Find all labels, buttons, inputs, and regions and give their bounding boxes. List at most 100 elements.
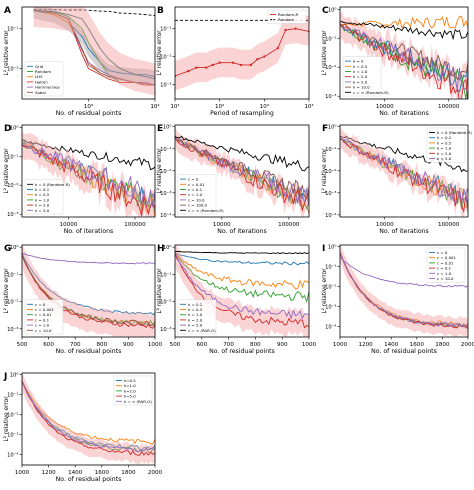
y-tick-label: 10⁻²	[7, 183, 18, 189]
x-axis-label: No. of iterations	[217, 228, 267, 235]
series-band	[33, 7, 155, 96]
legend-label: c = 0.1	[188, 187, 203, 192]
series-line	[340, 137, 468, 213]
axes-frame	[339, 244, 469, 338]
legend-label: c = 0.01	[437, 260, 454, 265]
x-tick-label: 10000	[60, 222, 78, 228]
axes-frame	[21, 244, 156, 338]
y-tick-label: 10⁻³	[160, 191, 171, 197]
series-line	[175, 253, 309, 329]
panel-h: 500 600 700 800 900 1000 10⁻³ 10⁻² 10⁻¹ 10⁰ No. of…	[156, 244, 317, 355]
legend-label: k = 0.5	[35, 192, 50, 197]
plot-area	[175, 125, 309, 217]
legend-label: c = 0.01	[188, 182, 205, 187]
series-band	[340, 128, 468, 217]
y-tick-label: 10⁻³	[325, 305, 336, 311]
legend-label: k=5.0	[124, 394, 136, 399]
series-line	[33, 10, 155, 80]
legend-label: c = 100.0	[188, 203, 208, 208]
legend-label: c = 0.01	[35, 312, 52, 317]
x-tick-label: 2000	[148, 470, 163, 476]
legend-label: Sobol	[35, 90, 46, 95]
x-tick-label: 100000	[124, 222, 146, 228]
series-line	[340, 15, 468, 29]
y-tick-label: 10⁻¹	[7, 272, 18, 278]
x-tick-label: 600	[196, 342, 207, 348]
x-tick-label: 1600	[95, 470, 110, 476]
x-tick-label: 900	[123, 342, 134, 348]
legend-label: Halton	[35, 79, 48, 84]
y-tick-label: 10⁻²	[325, 285, 336, 291]
y-tick-label: 10⁻³	[7, 433, 18, 439]
series-line	[22, 254, 155, 327]
y-tick-label: 10⁻¹	[160, 147, 171, 153]
legend-label: k = 0.5	[353, 64, 368, 69]
x-tick-label: 500	[170, 342, 181, 348]
plot-area	[22, 373, 155, 465]
series-line	[22, 253, 155, 316]
y-axis-label: L² relative error	[321, 268, 328, 314]
series-line	[340, 23, 468, 97]
legend-label: k = 5.0	[188, 323, 203, 328]
series-line	[175, 138, 309, 199]
series-line	[22, 380, 155, 445]
legend-box	[177, 299, 217, 335]
legend-label: k = 2.0	[35, 203, 50, 208]
series-line	[22, 141, 155, 209]
panel-letter: I	[322, 244, 325, 254]
legend-label: k = 5.0	[35, 208, 50, 213]
series-band	[22, 373, 155, 465]
x-tick-label: 10⁴	[150, 103, 160, 110]
legend-label: k = 0.1	[35, 187, 50, 192]
legend: k = 0.2k = 0.5k = 1.0k = 2.0k = 5.0c = ∞…	[177, 299, 217, 335]
legend-label: c = 10.0	[437, 276, 454, 281]
x-tick-label: 10¹	[170, 103, 179, 110]
legend-label: c = 1.0	[188, 192, 203, 197]
data-point	[239, 63, 243, 67]
legend-label: k = 0 (Random-R)	[437, 130, 472, 135]
y-axis-label: L² relative error	[321, 148, 328, 194]
series-line	[175, 252, 309, 290]
y-tick-label: 10⁻³	[7, 212, 18, 218]
y-tick-label: 10⁰	[163, 125, 172, 131]
series-band	[175, 13, 309, 91]
panel-letter: H	[157, 244, 165, 254]
data-point	[263, 55, 266, 58]
x-axis-label: No. of residual points	[371, 348, 437, 355]
x-tick-label: 600	[43, 342, 54, 348]
y-tick-label: 10⁰	[10, 125, 19, 131]
legend-label: c = 0.001	[35, 307, 55, 312]
series-line	[22, 139, 155, 171]
y-tick-label: 10⁻⁴	[160, 213, 171, 219]
plot-area	[22, 131, 155, 217]
legend-label: k = 0 (Random-R)	[35, 182, 70, 187]
data-point	[187, 69, 190, 73]
legend-label: Grid	[35, 64, 44, 69]
panel-letter: J	[3, 372, 7, 382]
y-tick-label: 10⁰	[328, 125, 337, 131]
y-tick-label: 10⁻⁴	[325, 213, 336, 219]
legend-label: c = 1.0	[437, 271, 452, 276]
panel-e: 10000 100000 10⁻⁴ 10⁻³ 10⁻² 10⁻¹ 10⁰ No. of ite…	[156, 124, 310, 235]
y-tick-label: 10⁻¹	[325, 265, 336, 271]
legend-label: k = 0	[353, 59, 364, 64]
legend-box	[426, 127, 466, 163]
axes-frame	[174, 244, 310, 338]
x-tick-label: 900	[277, 342, 288, 348]
legend-label: c = 0	[35, 302, 46, 307]
legend-label: k=1.0	[124, 383, 136, 388]
y-tick-label: 10⁰	[163, 245, 172, 251]
panel-c: 10000 100000 10⁻³ 10⁻² 10⁻¹ 10⁰ No. of iterati…	[321, 6, 469, 117]
y-tick-label: 10⁻²	[160, 55, 171, 61]
legend-label: c = 0	[437, 250, 448, 255]
x-tick-label: 800	[250, 342, 261, 348]
plot-area	[33, 7, 155, 96]
series-line	[33, 9, 155, 16]
series-line	[22, 254, 155, 329]
y-tick-label: 10⁻¹	[160, 272, 171, 278]
y-axis-label: L² relative error	[3, 268, 10, 314]
y-tick-label: 10⁻³	[325, 94, 336, 100]
series-line	[175, 251, 309, 320]
x-axis-label: No. of residual points	[56, 110, 122, 117]
